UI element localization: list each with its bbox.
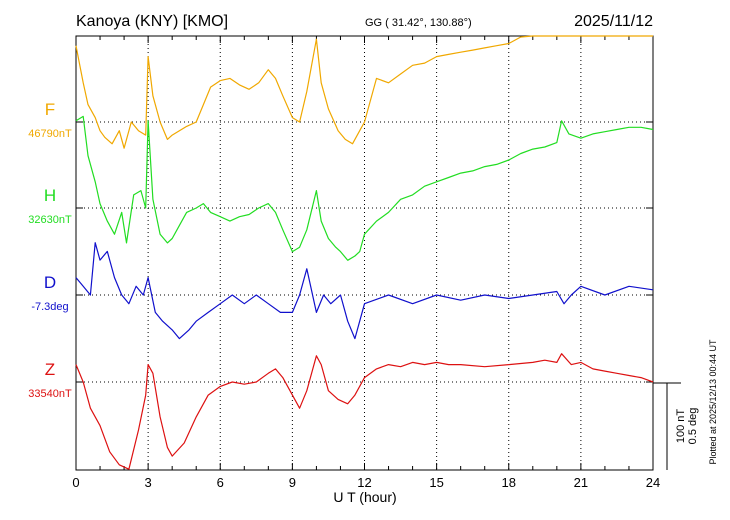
series-name-d: D — [44, 273, 56, 292]
x-tick-label: 24 — [646, 475, 660, 490]
x-tick-label: 15 — [429, 475, 443, 490]
x-tick-labels: 0 3 6 9 12 15 18 21 24 — [72, 475, 660, 490]
x-axis-label: U T (hour) — [333, 489, 396, 505]
series-baseline-h: 32630nT — [28, 214, 72, 226]
series-name-h: H — [44, 186, 56, 205]
series-baseline-d: -7.3deg — [31, 301, 68, 313]
series-line-z — [75, 353, 654, 470]
station-coords: GG ( 31.42°, 130.88°) — [365, 17, 472, 29]
series-baseline-z: 33540nT — [28, 388, 72, 400]
plotted-timestamp: Plotted at 2025/12/13 00:44 UT — [708, 339, 718, 465]
x-ticks — [75, 36, 654, 470]
series-line-f — [75, 35, 653, 149]
series-line-h — [75, 115, 654, 261]
x-tick-label: 0 — [72, 475, 79, 490]
scale-deg-label: 0.5 deg — [687, 408, 699, 445]
series-line-d — [75, 242, 654, 340]
x-tick-label: 6 — [217, 475, 224, 490]
series-lines — [75, 35, 654, 470]
x-tick-label: 12 — [357, 475, 371, 490]
series-labels: F 46790nT H 32630nT D -7.3deg Z 33540nT — [28, 100, 72, 400]
grid-lines — [76, 36, 653, 470]
series-baseline-f: 46790nT — [28, 128, 72, 140]
x-tick-label: 3 — [145, 475, 152, 490]
series-name-f: F — [45, 100, 55, 119]
x-tick-label: 9 — [289, 475, 296, 490]
station-title: Kanoya (KNY) [KMO] — [76, 13, 228, 30]
series-name-z: Z — [45, 360, 55, 379]
scale-nt-label: 100 nT — [675, 409, 687, 444]
plot-date: 2025/11/12 — [574, 13, 653, 30]
x-tick-label: 21 — [574, 475, 588, 490]
x-tick-label: 18 — [502, 475, 516, 490]
